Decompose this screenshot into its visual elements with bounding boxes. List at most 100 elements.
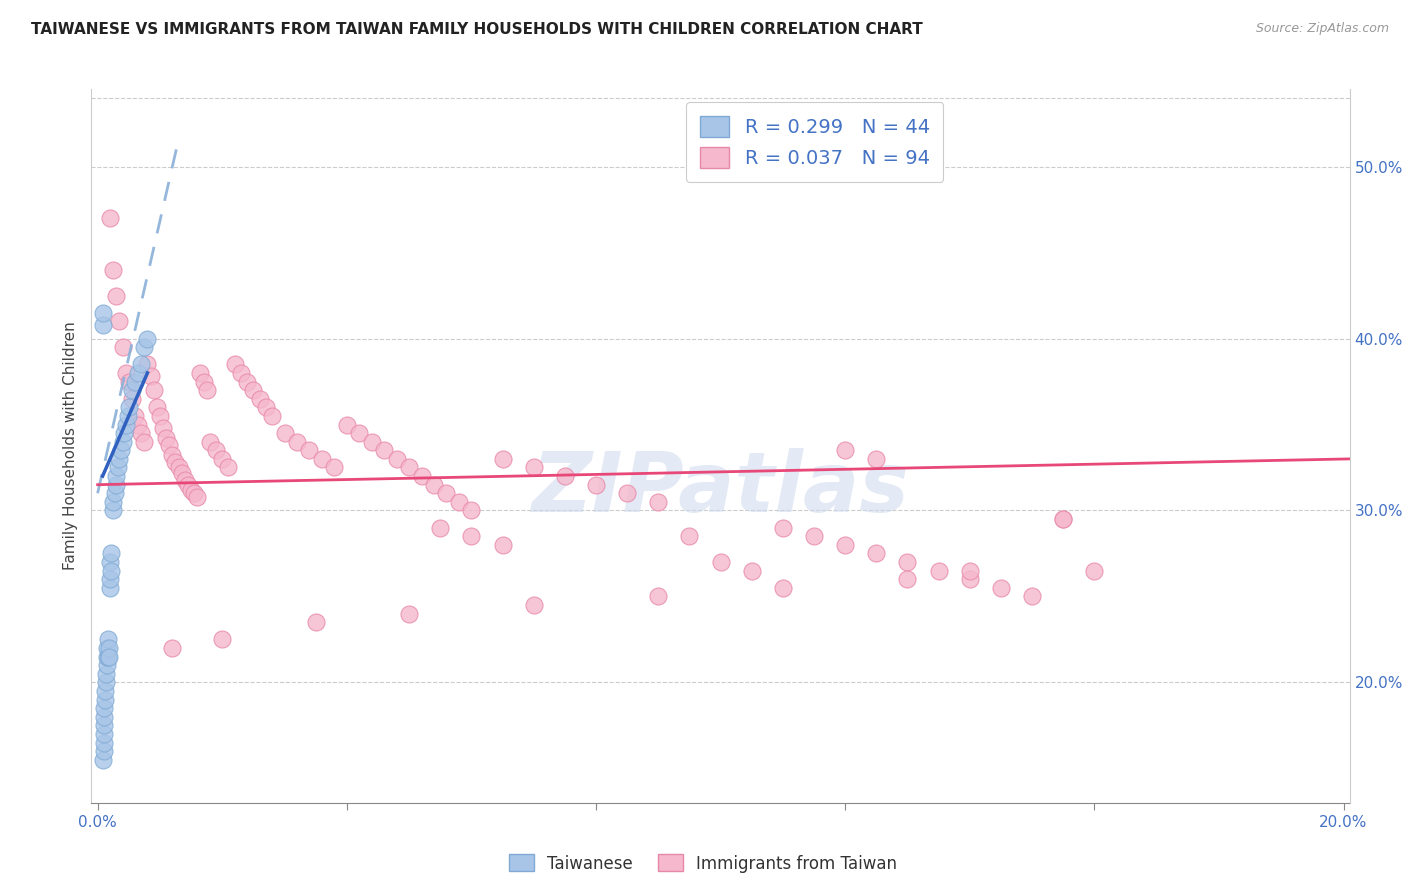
Point (1052, 512, 1074, 526)
Point (180, 483, 202, 497)
Point (110, 443, 132, 458)
Point (107, 460, 129, 475)
Legend: Taiwanese, Immigrants from Taiwan: Taiwanese, Immigrants from Taiwan (502, 847, 904, 880)
Point (896, 572, 918, 586)
Point (98, 555, 121, 569)
Point (127, 417, 149, 432)
Point (117, 409, 139, 423)
Point (97, 649, 120, 664)
Point (170, 466, 193, 480)
Point (411, 469, 433, 483)
Point (98, 211, 121, 226)
Point (103, 262, 125, 277)
Point (167, 460, 190, 475)
Point (460, 529, 482, 543)
Point (647, 495, 669, 509)
Point (173, 473, 195, 487)
Point (97, 649, 120, 664)
Point (491, 538, 513, 552)
Point (1052, 512, 1074, 526)
Point (96, 649, 118, 664)
Point (834, 443, 856, 458)
Point (93, 718, 115, 732)
Point (111, 340, 134, 354)
Point (111, 434, 134, 449)
Point (152, 421, 174, 435)
Point (162, 449, 184, 463)
Point (97, 641, 120, 656)
Point (398, 460, 420, 475)
Point (865, 546, 887, 560)
Point (865, 451, 887, 466)
Point (1083, 564, 1105, 578)
Point (103, 503, 125, 517)
Point (94, 692, 117, 706)
Point (103, 495, 125, 509)
Point (195, 383, 218, 397)
Point (149, 409, 172, 423)
Point (93, 727, 115, 741)
Point (491, 451, 513, 466)
Point (236, 375, 259, 389)
Point (91, 318, 114, 332)
Point (959, 564, 981, 578)
Point (121, 383, 143, 397)
Point (349, 426, 371, 441)
Point (136, 332, 159, 346)
Point (803, 529, 825, 543)
Point (104, 486, 127, 500)
Point (772, 581, 794, 595)
Point (112, 426, 135, 441)
Text: ZIPatlas: ZIPatlas (531, 449, 910, 529)
Point (436, 486, 458, 500)
Point (127, 366, 149, 380)
Point (96, 666, 118, 681)
Point (93, 710, 115, 724)
Point (447, 495, 470, 509)
Point (155, 431, 177, 445)
Point (96, 641, 118, 656)
Point (124, 375, 146, 389)
Legend: R = 0.299   N = 44, R = 0.037   N = 94: R = 0.299 N = 44, R = 0.037 N = 94 (686, 103, 943, 182)
Point (373, 443, 395, 458)
Point (177, 477, 200, 491)
Point (114, 417, 136, 432)
Point (129, 426, 152, 441)
Point (94, 684, 117, 698)
Point (260, 409, 283, 423)
Point (460, 503, 482, 517)
Point (198, 434, 221, 449)
Point (118, 401, 141, 415)
Point (211, 451, 233, 466)
Point (242, 383, 264, 397)
Point (121, 392, 143, 406)
Point (336, 417, 359, 432)
Point (142, 383, 165, 397)
Point (523, 598, 546, 612)
Point (285, 434, 308, 449)
Y-axis label: Family Households with Children: Family Households with Children (62, 322, 77, 570)
Point (959, 572, 981, 586)
Point (108, 451, 131, 466)
Point (146, 401, 169, 415)
Point (98, 581, 121, 595)
Text: TAIWANESE VS IMMIGRANTS FROM TAIWAN FAMILY HOUSEHOLDS WITH CHILDREN CORRELATION : TAIWANESE VS IMMIGRANTS FROM TAIWAN FAMI… (31, 22, 922, 37)
Point (205, 443, 228, 458)
Point (1021, 590, 1043, 604)
Point (305, 615, 328, 630)
Point (193, 375, 215, 389)
Point (134, 340, 156, 354)
Point (224, 357, 246, 371)
Point (217, 460, 239, 475)
Point (896, 555, 918, 569)
Point (96, 658, 118, 673)
Point (157, 438, 180, 452)
Point (114, 366, 136, 380)
Point (136, 357, 159, 371)
Point (105, 477, 128, 491)
Point (834, 538, 856, 552)
Point (100, 546, 122, 560)
Point (554, 469, 576, 483)
Point (585, 477, 607, 491)
Point (134, 434, 156, 449)
